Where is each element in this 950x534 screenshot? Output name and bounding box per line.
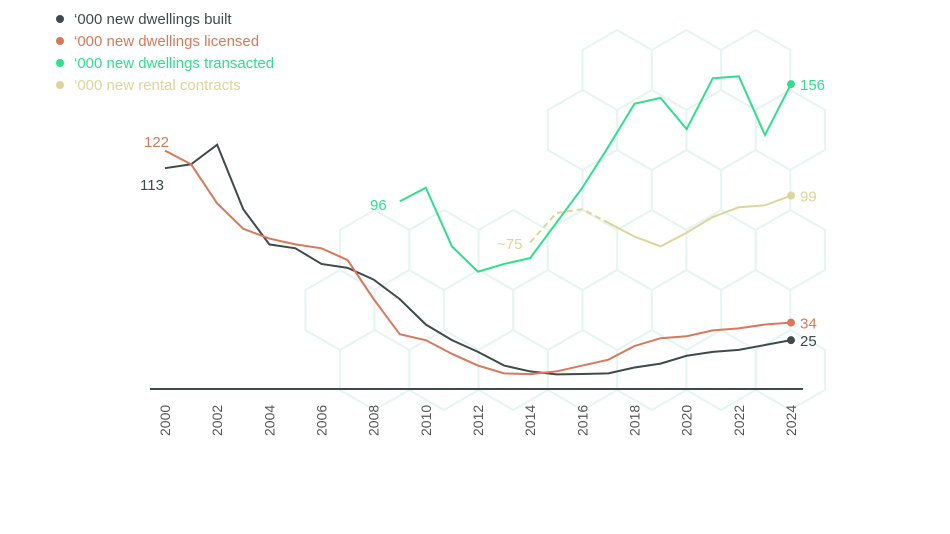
hexagon-shape <box>581 148 653 232</box>
start-value-label: ~75 <box>497 236 522 253</box>
x-tick-label: 2024 <box>783 405 799 436</box>
x-tick-label: 2016 <box>574 405 590 436</box>
data-labels: 25 113 34 122 156 96 99 ~75 <box>140 77 825 350</box>
legend: ‘000 new dwellings built ‘000 new dwelli… <box>56 8 274 96</box>
hexagon-background-pattern <box>304 28 826 412</box>
hexagon-shape <box>512 268 584 352</box>
hexagon-shape <box>650 28 723 112</box>
legend-item-built: ‘000 new dwellings built <box>56 8 274 30</box>
series-line <box>164 143 792 376</box>
hexagon-shape <box>616 88 688 172</box>
hexagon-shape <box>477 328 549 412</box>
hexagon-shape <box>754 208 826 292</box>
hexagon-shape <box>373 268 445 352</box>
x-tick-label: 2000 <box>157 405 173 436</box>
legend-label: ‘000 new rental contracts <box>74 76 241 94</box>
x-axis-ticks: 2000 2002 2004 2006 2008 2010 2012 2014 2016 2018… <box>157 405 799 436</box>
hexagon-shape <box>339 208 411 292</box>
x-tick-label: 2010 <box>418 405 434 436</box>
series-lines <box>164 75 795 376</box>
x-tick-label: 2014 <box>522 405 538 436</box>
hexagon-shape <box>754 328 826 412</box>
legend-label: ‘000 new dwellings built <box>74 10 232 28</box>
hexagon-shape <box>754 88 826 172</box>
hexagon-shape <box>442 268 515 352</box>
hexagon-shape <box>408 328 480 412</box>
hexagon-shape <box>304 268 376 352</box>
series-line <box>164 149 792 376</box>
start-value-label: 96 <box>370 197 387 214</box>
end-value-label: 34 <box>800 316 817 333</box>
hexagon-shape <box>581 268 653 352</box>
hexagon-shape <box>685 328 757 412</box>
hexagon-shape <box>581 28 653 112</box>
series-end-point <box>787 80 795 89</box>
series-end-point <box>787 318 795 327</box>
series-end-point <box>787 336 795 345</box>
start-value-label: 113 <box>140 177 164 194</box>
hexagon-shape <box>720 268 792 352</box>
hexagon-shape <box>339 328 411 412</box>
legend-label: ‘000 new dwellings transacted <box>74 54 275 72</box>
series-line-dashed <box>529 208 609 244</box>
x-tick-label: 2008 <box>366 405 382 436</box>
legend-item-rental: ‘000 new rental contracts <box>56 74 274 96</box>
legend-dot <box>56 15 64 23</box>
end-value-label: 156 <box>800 77 825 94</box>
series-line <box>399 75 792 273</box>
series-end-point <box>787 191 795 200</box>
start-value-label: 122 <box>144 134 169 151</box>
end-value-label: 99 <box>800 189 817 206</box>
x-tick-label: 2004 <box>261 405 277 436</box>
legend-dot <box>56 81 64 89</box>
hexagon-shape <box>720 28 792 112</box>
legend-label: ‘000 new dwellings licensed <box>74 32 260 50</box>
hexagon-shape <box>685 208 757 292</box>
end-value-label: 25 <box>800 333 817 350</box>
series-line <box>607 194 792 248</box>
legend-dot <box>56 59 64 67</box>
legend-dot <box>56 37 64 45</box>
hexagon-shape <box>685 88 757 172</box>
x-tick-label: 2018 <box>627 405 643 436</box>
hexagon-shape <box>408 208 480 292</box>
hexagon-shape <box>616 208 688 292</box>
x-tick-label: 2006 <box>314 405 330 436</box>
x-tick-label: 2020 <box>679 405 695 436</box>
hexagon-shape <box>720 148 792 232</box>
legend-item-licensed: ‘000 new dwellings licensed <box>56 30 274 52</box>
x-tick-label: 2012 <box>470 405 486 436</box>
x-tick-label: 2002 <box>209 405 225 436</box>
legend-item-transacted: ‘000 new dwellings transacted <box>56 52 274 74</box>
hexagon-shape <box>546 88 619 172</box>
x-tick-label: 2022 <box>731 405 747 436</box>
